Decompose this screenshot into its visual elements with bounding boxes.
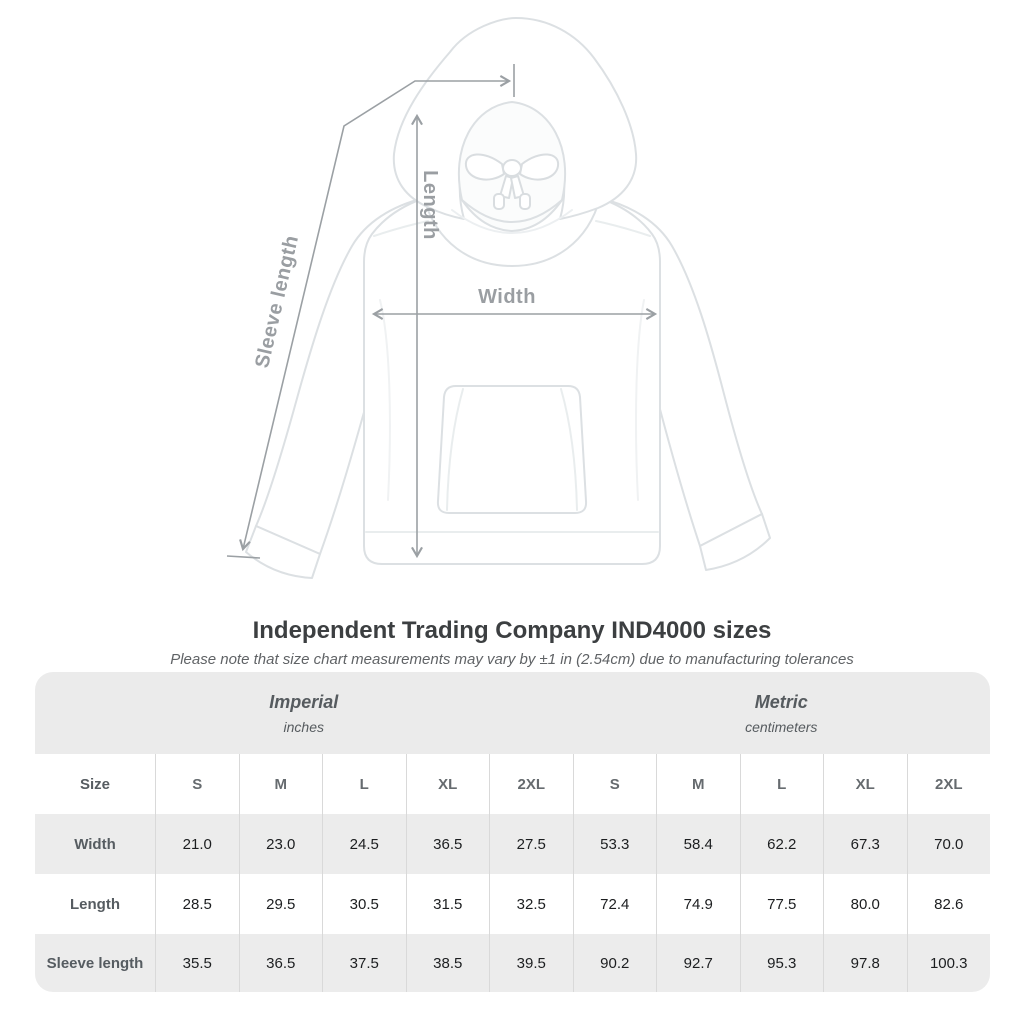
- size-cell: 36.5: [238, 934, 322, 992]
- size-cell: 23.0: [238, 814, 322, 874]
- width-label: Width: [478, 286, 536, 308]
- size-cell: 39.5: [489, 934, 573, 992]
- sleeve-length-arrow: [239, 75, 512, 552]
- size-cell: 100.3: [906, 934, 990, 992]
- metric-band: Metric centimeters: [572, 672, 990, 754]
- size-cell: 92.7: [656, 934, 740, 992]
- size-cell: 62.2: [739, 814, 823, 874]
- column-header: L: [739, 754, 823, 814]
- page-title: Independent Trading Company IND4000 size…: [252, 617, 772, 645]
- column-header: 2XL: [906, 754, 990, 814]
- size-cell: 70.0: [906, 814, 990, 874]
- imperial-unit: inches: [283, 718, 324, 735]
- row-label-sleeve-length: Sleeve length: [35, 934, 155, 992]
- size-cell: 28.5: [155, 874, 239, 934]
- size-cell: 35.5: [155, 934, 239, 992]
- size-cell: 74.9: [656, 874, 740, 934]
- size-cell: 27.5: [489, 814, 573, 874]
- size-cell: 95.3: [739, 934, 823, 992]
- size-cell: 31.5: [405, 874, 489, 934]
- column-header: M: [238, 754, 322, 814]
- tolerance-note: Please note that size chart measurements…: [170, 651, 854, 668]
- column-header: L: [322, 754, 406, 814]
- size-cell: 36.5: [405, 814, 489, 874]
- size-cell: 80.0: [823, 874, 907, 934]
- size-cell: 30.5: [322, 874, 406, 934]
- column-header: XL: [823, 754, 907, 814]
- sleeve-length-label: Sleeve length: [251, 233, 303, 370]
- size-cell: 53.3: [572, 814, 656, 874]
- hoodie-measurement-diagram: Width Length Sleeve length: [226, 17, 771, 579]
- size-cell: 21.0: [155, 814, 239, 874]
- size-chart-table: Imperial inches Metric centimeters Size …: [35, 672, 990, 992]
- size-cell: 38.5: [405, 934, 489, 992]
- column-header: S: [572, 754, 656, 814]
- row-label-width: Width: [35, 814, 155, 874]
- column-header: XL: [405, 754, 489, 814]
- imperial-band: Imperial inches: [35, 672, 573, 754]
- column-header: M: [656, 754, 740, 814]
- column-header: S: [155, 754, 239, 814]
- size-cell: 77.5: [739, 874, 823, 934]
- row-label-length: Length: [35, 874, 155, 934]
- metric-label: Metric: [754, 691, 808, 712]
- column-header: 2XL: [489, 754, 573, 814]
- size-cell: 72.4: [572, 874, 656, 934]
- size-cell: 24.5: [322, 814, 406, 874]
- length-label: Length: [419, 170, 441, 240]
- size-cell: 37.5: [322, 934, 406, 992]
- metric-unit: centimeters: [745, 718, 818, 735]
- imperial-label: Imperial: [269, 691, 339, 712]
- size-cell: 90.2: [572, 934, 656, 992]
- size-cell: 58.4: [656, 814, 740, 874]
- size-cell: 32.5: [489, 874, 573, 934]
- size-cell: 29.5: [238, 874, 322, 934]
- hoodie-pocket: [436, 385, 588, 514]
- size-cell: 82.6: [906, 874, 990, 934]
- hoodie-right-cuff: [699, 513, 771, 571]
- cuff-end-tick: [226, 555, 261, 559]
- measurement-annotations: [226, 64, 658, 559]
- size-column-header: Size: [35, 754, 155, 814]
- size-cell: 67.3: [823, 814, 907, 874]
- size-cell: 97.8: [823, 934, 907, 992]
